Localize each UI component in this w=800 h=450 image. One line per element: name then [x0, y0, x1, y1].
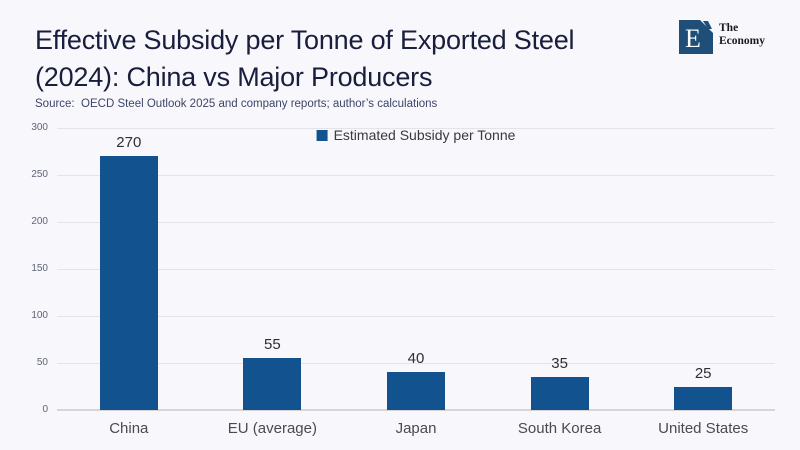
ytick-label-100: 100 [31, 310, 48, 321]
logo-e-mark-icon: E [679, 20, 713, 54]
bar-united-states [674, 386, 733, 410]
bar-eu-average [243, 358, 302, 410]
ytick-label-300: 300 [31, 122, 48, 133]
xcat-label-south-korea: South Korea [517, 420, 602, 437]
page-title-line1: Effective Subsidy per Tonne of Exported … [35, 25, 575, 55]
xcat-label-eu-average: EU (average) [227, 420, 317, 437]
gridline-y200 [57, 222, 775, 223]
bar-value-south-korea: 35 [551, 355, 568, 373]
ytick-label-250: 250 [31, 169, 48, 180]
chart-legend: Estimated Subsidy per Tonne [316, 127, 516, 143]
page-title-line2: (2024): China vs Major Producers [35, 62, 433, 92]
bar-china [99, 156, 158, 410]
ytick-label-200: 200 [31, 216, 48, 227]
gridline-y100 [57, 316, 775, 317]
the-economy-logo: E The Economy [679, 20, 765, 54]
xcat-label-japan: Japan [395, 420, 437, 437]
logo-wordmark-line2: Economy [719, 35, 765, 47]
bar-south-korea [530, 377, 589, 410]
gridline-y50 [57, 363, 775, 364]
legend-swatch-icon [316, 129, 328, 141]
bar-value-united-states: 25 [694, 364, 712, 382]
logo-wordmark-line1: The [719, 22, 739, 34]
bar-value-japan: 40 [407, 350, 425, 368]
xcat-label-united-states: United States [658, 420, 749, 437]
ytick-label-150: 150 [31, 263, 48, 274]
bar-value-china: 270 [116, 134, 142, 152]
gridline-y150 [57, 269, 775, 270]
x-axis-line [57, 409, 775, 411]
page-title: Effective Subsidy per Tonne of Exported … [35, 22, 665, 96]
bar-japan [387, 372, 445, 410]
gridline-y300 [57, 128, 775, 129]
source-note: Source: OECD Steel Outlook 2025 and comp… [35, 98, 438, 110]
bar-value-eu-average: 55 [264, 336, 281, 354]
ytick-label-0: 0 [42, 404, 48, 415]
xcat-label-china: China [109, 420, 149, 437]
ytick-label-50: 50 [36, 357, 48, 368]
svg-text:E: E [685, 24, 701, 53]
gridline-y250 [57, 175, 775, 176]
legend-series-label: Estimated Subsidy per Tonne [333, 127, 516, 143]
logo-wordmark: The Economy [719, 20, 765, 48]
